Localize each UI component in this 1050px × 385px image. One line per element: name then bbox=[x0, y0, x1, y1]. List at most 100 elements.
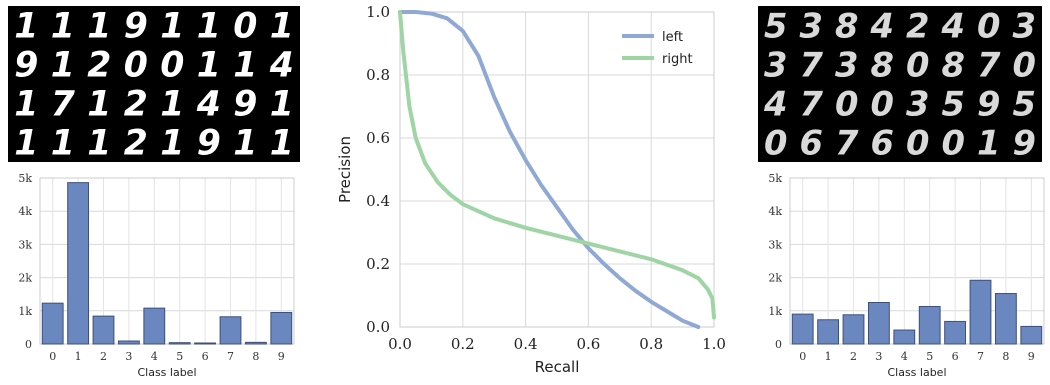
histogram-bar bbox=[944, 320, 967, 345]
x-tick-label: 9 bbox=[278, 350, 285, 363]
plot-frame bbox=[789, 177, 1045, 345]
digit-sample: 3 bbox=[1013, 6, 1036, 45]
x-tick-label: 6 bbox=[952, 350, 959, 363]
y-tick-label: 0 bbox=[25, 338, 32, 351]
legend-label: left bbox=[662, 30, 683, 45]
digit-sample: 6 bbox=[800, 123, 823, 162]
left-histogram-panel: 0 1k 2k 3k 4k 5k 0 1 2 3 4 5 6 7 8 9 Class label bbox=[0, 170, 300, 385]
histogram-bar bbox=[244, 341, 267, 345]
digit-sample: 2 bbox=[906, 6, 929, 45]
digit-sample: 0 bbox=[233, 7, 257, 47]
y-tick-label: 3k bbox=[18, 238, 32, 251]
x-tick-label: 0.0 bbox=[388, 335, 412, 353]
digit-sample: 7 bbox=[977, 45, 1001, 84]
digit-sample: 0 bbox=[906, 123, 929, 162]
x-tick-label: 0 bbox=[799, 350, 806, 363]
x-tick-label: 8 bbox=[1002, 350, 1009, 363]
histogram-bar bbox=[219, 316, 242, 345]
digit-sample: 1 bbox=[270, 85, 294, 125]
digit-sample: 0 bbox=[942, 123, 965, 162]
x-tick-label: 3 bbox=[125, 350, 132, 363]
x-tick-label: 1.0 bbox=[702, 335, 726, 353]
y-tick-label: 3k bbox=[768, 238, 782, 251]
pr-curve-chart: 0.0 0.2 0.4 0.6 0.8 1.0 0.0 0.2 0.4 0.6 0.8 1.0 left… bbox=[336, 3, 726, 376]
y-tick-label: 2k bbox=[18, 272, 32, 285]
left-digit-grid: 1 1 1 9 1 1 0 19 1 2 0 0 1 1 41 7 1 2 1 4 9 11 1 1 2 1 9 1 1 bbox=[14, 7, 294, 162]
x-tick-label: 9 bbox=[1028, 350, 1035, 363]
digit-sample: 7 bbox=[835, 123, 859, 162]
digit-sample: 0 bbox=[835, 84, 858, 123]
x-tick-label: 3 bbox=[875, 350, 882, 363]
digit-sample: 2 bbox=[124, 124, 148, 162]
y-tick-label: 2k bbox=[768, 272, 782, 285]
digit-sample: 1 bbox=[977, 123, 1000, 162]
histogram-bar bbox=[791, 313, 814, 345]
histogram-bar bbox=[168, 342, 191, 345]
digit-sample: 9 bbox=[977, 84, 1000, 123]
digit-sample: 8 bbox=[942, 45, 965, 84]
digit-sample: 0 bbox=[871, 84, 894, 123]
right-histogram: 0 1k 2k 3k 4k 5k 0 1 2 3 4 5 6 7 8 9 Class label bbox=[768, 172, 1045, 379]
digit-sample: 4 bbox=[269, 46, 294, 86]
digit-sample: 0 bbox=[977, 6, 1000, 45]
y-tick-label: 0.4 bbox=[366, 192, 390, 210]
digit-sample: 0 bbox=[160, 46, 184, 86]
digit-sample: 2 bbox=[87, 46, 111, 86]
digit-sample: 4 bbox=[941, 6, 965, 45]
right-histogram-panel: 0 1k 2k 3k 4k 5k 0 1 2 3 4 5 6 7 8 9 Class label bbox=[750, 170, 1050, 385]
digit-sample: 1 bbox=[233, 124, 257, 162]
x-tick-label: 7 bbox=[977, 350, 984, 363]
legend-label: right bbox=[662, 52, 693, 67]
y-tick-label: 0.6 bbox=[366, 129, 390, 147]
digit-sample: 1 bbox=[197, 7, 221, 47]
digit-sample: 1 bbox=[270, 7, 294, 47]
x-tick-label: 2 bbox=[100, 350, 107, 363]
x-tick-label: 8 bbox=[252, 350, 259, 363]
x-tick-label: 7 bbox=[227, 350, 234, 363]
digit-sample: 1 bbox=[14, 124, 38, 162]
histogram-bar bbox=[117, 340, 140, 345]
digit-sample: 1 bbox=[14, 7, 38, 47]
x-axis-label: Class label bbox=[137, 366, 196, 379]
histogram-bar bbox=[817, 319, 840, 345]
digit-sample: 1 bbox=[160, 7, 184, 47]
histogram-bar bbox=[92, 315, 115, 345]
digit-sample: 7 bbox=[51, 85, 76, 125]
digit-sample: 1 bbox=[160, 124, 184, 162]
digit-sample: 1 bbox=[14, 85, 38, 125]
digit-sample: 6 bbox=[871, 123, 894, 162]
digit-sample: 1 bbox=[51, 124, 75, 162]
y-tick-label: 0.0 bbox=[366, 318, 390, 336]
x-axis-label: Class label bbox=[887, 366, 946, 379]
digit-sample: 0 bbox=[906, 45, 929, 84]
y-axis-label: Precision bbox=[336, 136, 354, 203]
digit-sample: 9 bbox=[233, 85, 257, 125]
digit-sample: 8 bbox=[835, 6, 858, 45]
digit-sample: 2 bbox=[124, 85, 148, 125]
digit-sample: 4 bbox=[870, 6, 894, 45]
histogram-bar bbox=[969, 279, 992, 345]
digit-sample: 5 bbox=[942, 84, 965, 123]
digit-sample: 7 bbox=[800, 84, 824, 123]
digit-sample: 8 bbox=[871, 45, 894, 84]
x-tick-label: 6 bbox=[202, 350, 209, 363]
digit-sample: 9 bbox=[1013, 123, 1036, 162]
digit-sample: 9 bbox=[197, 124, 221, 162]
digit-sample: 1 bbox=[87, 7, 111, 47]
x-tick-label: 5 bbox=[926, 350, 933, 363]
digit-sample: 3 bbox=[800, 6, 823, 45]
digit-sample: 3 bbox=[906, 84, 929, 123]
y-tick-label: 1k bbox=[768, 305, 782, 318]
digit-sample: 1 bbox=[87, 124, 111, 162]
histogram-bar bbox=[1020, 325, 1043, 345]
y-tick-label: 0.8 bbox=[366, 66, 390, 84]
digit-sample: 5 bbox=[764, 6, 787, 45]
histogram-bar bbox=[918, 305, 941, 345]
series-line-left bbox=[398, 10, 701, 329]
series-line-right bbox=[398, 10, 716, 320]
digit-sample: 1 bbox=[160, 85, 184, 125]
histogram-bar bbox=[67, 182, 90, 345]
y-tick-label: 0 bbox=[775, 338, 782, 351]
